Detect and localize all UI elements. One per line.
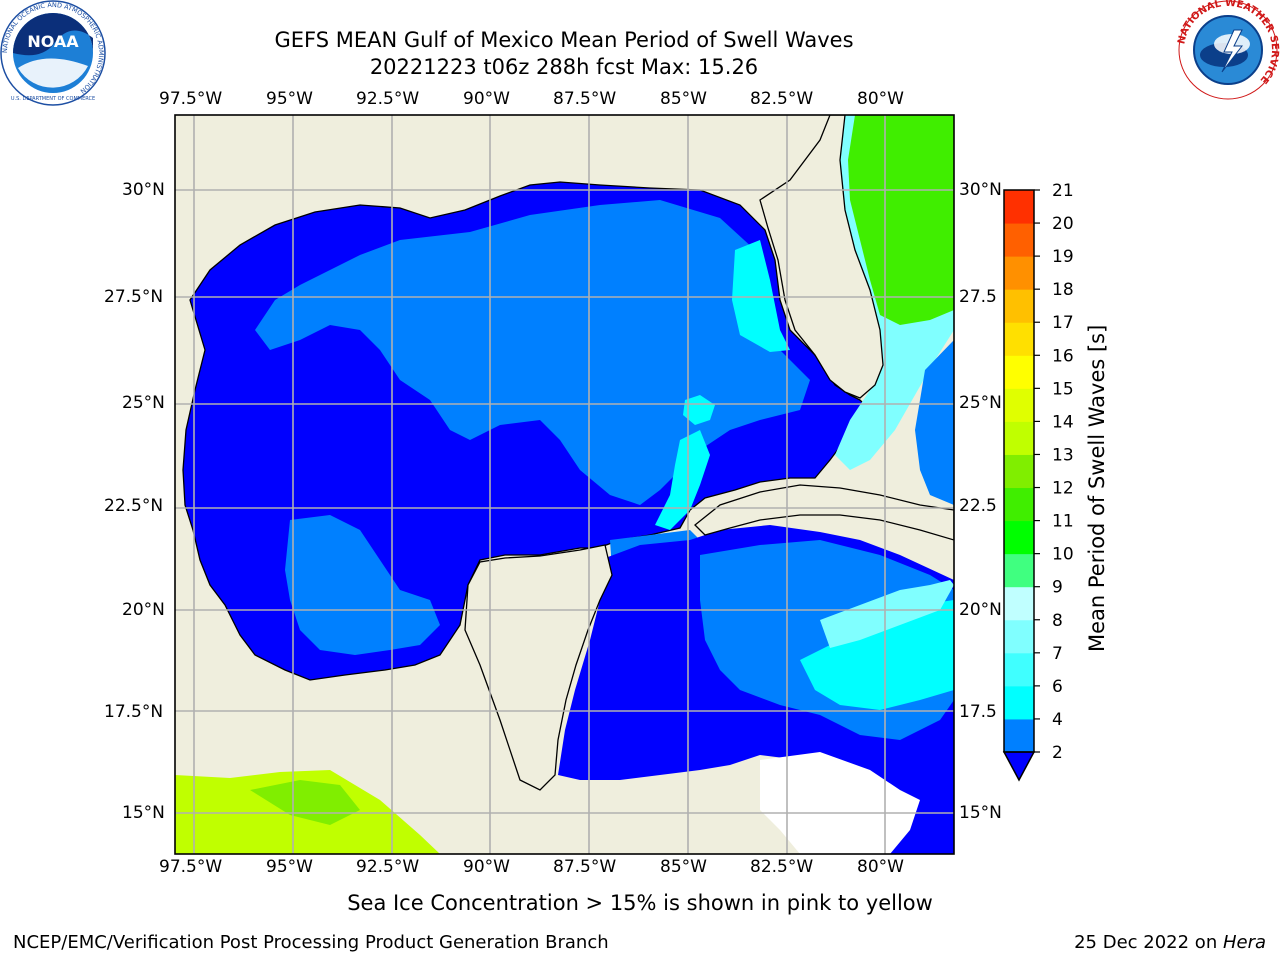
gulf-cyan-patch: [683, 395, 715, 425]
colorbar-segment: [1004, 289, 1034, 323]
colorbar-tick-label: 17: [1052, 313, 1074, 333]
colorbar-tick-label: 6: [1052, 677, 1063, 697]
colorbar-segment: [1004, 652, 1034, 687]
yucatan-channel-cyan: [655, 430, 710, 530]
lon-label-bottom: 82.5°W: [750, 857, 814, 877]
lat-label-left: 17.5°N: [104, 702, 164, 722]
caribbean-white-nodata: [760, 752, 920, 854]
colorbar-tick-label: 20: [1052, 214, 1074, 234]
colorbar-segment: [1004, 553, 1034, 588]
colorbar-segment: [1004, 388, 1034, 422]
lon-label-bottom: 85°W: [660, 857, 707, 877]
noaa-logo: NATIONAL OCEANIC AND ATMOSPHERIC ADMINIS…: [0, 0, 106, 106]
colorbar-extend-arrow: [1002, 751, 1036, 782]
lon-label-top: 92.5°W: [356, 89, 420, 109]
florida-land: [759, 115, 884, 399]
atlantic-green-water: [848, 115, 954, 325]
map-frame: [174, 114, 955, 855]
lat-label-right: 15°N: [959, 803, 1002, 823]
lon-label-bottom: 80°W: [857, 857, 904, 877]
colorbar-segment: [1004, 322, 1034, 356]
colorbar-tick-label: 14: [1052, 412, 1074, 432]
colorbar-tick-label: 7: [1052, 644, 1063, 664]
lon-label-bottom: 92.5°W: [356, 857, 420, 877]
lon-label-bottom: 95°W: [266, 857, 313, 877]
map-title: GEFS MEAN Gulf of Mexico Mean Period of …: [274, 28, 854, 52]
nws-logo: NATIONAL WEATHER SERVICE: [1176, 0, 1280, 100]
colorbar-segment: [1004, 355, 1034, 389]
date-stamp: 25 Dec 2022 on Hera: [1074, 932, 1266, 953]
colorbar-tick-label: 9: [1052, 578, 1063, 598]
colorbar-tick-label: 15: [1052, 379, 1074, 399]
colorbar-tick-label: 16: [1052, 346, 1074, 366]
noaa-ring-bottom-text: U.S. DEPARTMENT OF COMMERCE: [11, 96, 95, 102]
map-grid: [175, 115, 954, 854]
lon-label-top: 80°W: [857, 89, 904, 109]
lon-label-bottom: 97.5°W: [159, 857, 223, 877]
caribbean-light-band: [820, 580, 954, 648]
colorbar-segment: [1004, 223, 1034, 257]
map-area: [175, 115, 954, 854]
lat-label-right: 25°N: [959, 393, 1002, 413]
lat-label-right: 17.5: [959, 702, 997, 722]
colorbar-segment: [1004, 256, 1034, 290]
colorbar-tick-label: 4: [1052, 710, 1063, 730]
lat-label-left: 25°N: [122, 393, 165, 413]
date-text: 25 Dec 2022 on: [1074, 932, 1223, 953]
lat-label-right: 22.5: [959, 496, 997, 516]
atlantic-blue-water: [915, 340, 954, 505]
colorbar-tick-label: 2: [1052, 743, 1063, 763]
colorbar-tick-label: 18: [1052, 280, 1074, 300]
colorbar-tick-label: 11: [1052, 512, 1074, 532]
lon-label-bottom: 90°W: [463, 857, 510, 877]
lon-label-top: 82.5°W: [750, 89, 814, 109]
colorbar-segment: [1004, 487, 1034, 522]
colorbar-tick-label: 12: [1052, 479, 1074, 499]
colorbar-segment: [1004, 454, 1034, 489]
lat-label-left: 22.5°N: [104, 496, 164, 516]
colorbar-segment: [1004, 718, 1034, 753]
colorbar-tick-label: 21: [1052, 181, 1074, 201]
colorbar-title: Mean Period of Swell Waves [s]: [1085, 324, 1109, 652]
noaa-logo-text: NOAA: [27, 32, 79, 51]
colorbar-segment: [1004, 421, 1034, 455]
yucatan-land: [464, 544, 613, 791]
lat-label-left: 27.5°N: [104, 287, 164, 307]
caribbean-cyan-band: [800, 600, 954, 710]
gulf-water-mid-patch-west: [285, 515, 440, 655]
lat-label-right: 30°N: [959, 180, 1002, 200]
lon-label-top: 87.5°W: [553, 89, 617, 109]
sea-ice-note: Sea Ice Concentration > 15% is shown in …: [347, 891, 933, 915]
lat-label-right: 20°N: [959, 600, 1002, 620]
colorbar: 2 4 6 7 8 9 10 11 12 13 14 15 16 17 18 19 20 21: [1002, 181, 1074, 782]
lat-label-left: 20°N: [122, 600, 165, 620]
colorbar-tick-label: 10: [1052, 545, 1074, 565]
colorbar-tick-label: 13: [1052, 445, 1074, 465]
lon-label-top: 85°W: [660, 89, 707, 109]
colorbar-frame: [1003, 189, 1035, 753]
colorbar-segment: [1004, 685, 1034, 720]
lon-label-bottom: 87.5°W: [553, 857, 617, 877]
colorbar-tick-label: 8: [1052, 611, 1063, 631]
florida-straits-cyan: [732, 240, 790, 352]
lat-label-left: 15°N: [122, 803, 165, 823]
map-subtitle: 20221223 t06z 288h fcst Max: 15.26: [369, 55, 759, 79]
gulf-water-mid-patch: [255, 200, 810, 505]
lon-label-top: 97.5°W: [159, 89, 223, 109]
colorbar-tick-label: 19: [1052, 247, 1074, 267]
colorbar-segment: [1004, 520, 1034, 555]
credit-text: NCEP/EMC/Verification Post Processing Pr…: [13, 932, 609, 953]
lat-label-right: 27.5: [959, 287, 997, 307]
lon-label-top: 95°W: [266, 89, 313, 109]
colorbar-segment: [1004, 619, 1034, 654]
lat-label-left: 30°N: [122, 180, 165, 200]
colorbar-segment: [1004, 190, 1034, 224]
colorbar-segment: [1004, 586, 1034, 621]
machine-name: Hera: [1222, 932, 1266, 953]
lon-label-top: 90°W: [463, 89, 510, 109]
